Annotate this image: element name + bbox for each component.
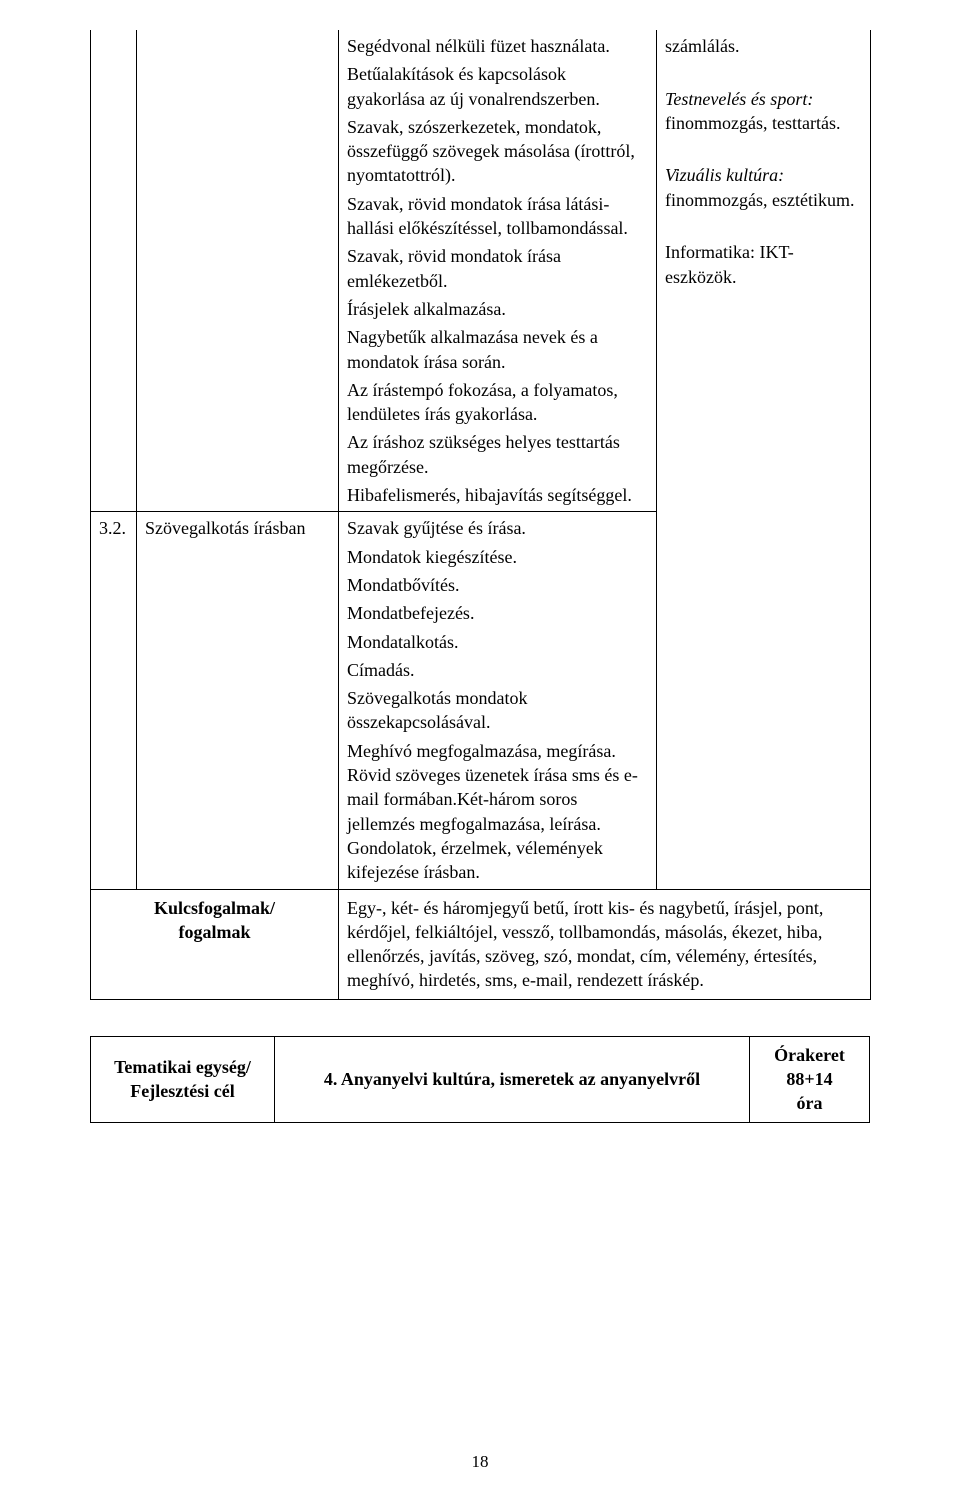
unit-row: Tematikai egység/ Fejlesztési cél 4. Any… xyxy=(91,1036,870,1122)
unit-hours-line1: Órakeret xyxy=(774,1045,845,1065)
right-informatika: Informatika: IKT-eszközök. xyxy=(665,240,862,289)
curriculum-table: Segédvonal nélküli füzet használata. Bet… xyxy=(90,30,871,1000)
desc-p7: Nagybetűk alkalmazása nevek és a mondato… xyxy=(347,325,648,374)
desc-p6: Írásjelek alkalmazása. xyxy=(347,297,648,321)
cell-right-panel: számlálás. Testnevelés és sport: finommo… xyxy=(657,30,871,889)
right-test-text: finommozgás, testtartás. xyxy=(665,113,840,133)
right-viz-text: finommozgás, esztétikum. xyxy=(665,190,854,210)
row-kulcsfogalmak: Kulcsfogalmak/ fogalmak Egy-, két- és há… xyxy=(91,889,871,999)
desc2-p8: Meghívó megfogalmazása, megírása. Rövid … xyxy=(347,739,648,885)
desc2-p1: Szavak gyűjtése és írása. xyxy=(347,516,648,540)
right-viz-label: Vizuális kultúra: xyxy=(665,165,784,185)
desc-p2: Betűalakítások és kapcsolások gyakorlása… xyxy=(347,62,648,111)
row-continuation: Segédvonal nélküli füzet használata. Bet… xyxy=(91,30,871,512)
desc-p9: Az íráshoz szükséges helyes testtartás m… xyxy=(347,430,648,479)
cell-desc-1: Segédvonal nélküli füzet használata. Bet… xyxy=(339,30,657,512)
unit-table: Tematikai egység/ Fejlesztési cél 4. Any… xyxy=(90,1036,870,1123)
desc2-p6: Címadás. xyxy=(347,658,648,682)
right-test-label: Testnevelés és sport: xyxy=(665,89,813,109)
right-vizualis: Vizuális kultúra: finommozgás, esztétiku… xyxy=(665,163,862,212)
cell-unit-title: 4. Anyanyelvi kultúra, ismeretek az anya… xyxy=(275,1036,750,1122)
cell-kulcs-text: Egy-, két- és háromjegyű betű, írott kis… xyxy=(339,889,871,999)
cell-desc-3-2: Szavak gyűjtése és írása. Mondatok kiegé… xyxy=(339,512,657,889)
right-top: számlálás. xyxy=(665,34,862,58)
desc-p5: Szavak, rövid mondatok írása emlékezetbő… xyxy=(347,244,648,293)
kulcs-label-line1: Kulcsfogalmak/ xyxy=(154,898,275,918)
cell-kulcs-label: Kulcsfogalmak/ fogalmak xyxy=(91,889,339,999)
right-testneveles: Testnevelés és sport: finommozgás, testt… xyxy=(665,87,862,136)
desc-p3: Szavak, szószerkezetek, mondatok, összef… xyxy=(347,115,648,188)
cell-topic-3-2: Szövegalkotás írásban xyxy=(137,512,339,889)
unit-hours-line3: óra xyxy=(797,1093,823,1113)
cell-num-3-2: 3.2. xyxy=(91,512,137,889)
kulcs-label-line2: fogalmak xyxy=(179,922,251,942)
desc-p8: Az írástempó fokozása, a folyamatos, len… xyxy=(347,378,648,427)
document-page: Segédvonal nélküli füzet használata. Bet… xyxy=(0,0,960,1492)
desc2-p2: Mondatok kiegészítése. xyxy=(347,545,648,569)
page-number: 18 xyxy=(0,1452,960,1472)
unit-label-line1: Tematikai egység/ xyxy=(114,1057,251,1077)
unit-hours-line2: 88+14 xyxy=(786,1069,832,1089)
desc2-p4: Mondatbefejezés. xyxy=(347,601,648,625)
desc-p4: Szavak, rövid mondatok írása látási-hall… xyxy=(347,192,648,241)
cell-num-blank xyxy=(91,30,137,512)
cell-unit-label: Tematikai egység/ Fejlesztési cél xyxy=(91,1036,275,1122)
cell-unit-hours: Órakeret 88+14 óra xyxy=(750,1036,870,1122)
desc2-p7: Szövegalkotás mondatok összekapcsolásáva… xyxy=(347,686,648,735)
unit-label-line2: Fejlesztési cél xyxy=(130,1081,234,1101)
cell-topic-blank xyxy=(137,30,339,512)
desc2-p5: Mondatalkotás. xyxy=(347,630,648,654)
desc-p10: Hibafelismerés, hibajavítás segítséggel. xyxy=(347,483,648,507)
desc-p1: Segédvonal nélküli füzet használata. xyxy=(347,34,648,58)
desc2-p3: Mondatbővítés. xyxy=(347,573,648,597)
